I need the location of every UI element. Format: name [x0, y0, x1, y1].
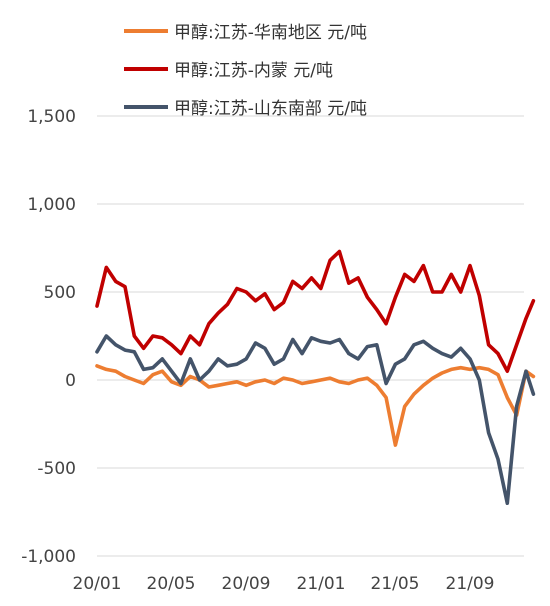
- xtick-label-21-01: 21/01: [297, 574, 346, 594]
- ytick-label-neg500: -500: [37, 459, 76, 479]
- xtick-label-21-05: 21/05: [371, 574, 420, 594]
- series-line-jiangsu-neimeng: [95, 249, 536, 373]
- series-line-jiangsu-huanan: [95, 364, 536, 447]
- xtick-label-21-09: 21/09: [446, 574, 495, 594]
- ytick-label-neg1000: -1,000: [21, 547, 76, 567]
- legend-item-jiangsu-shandong: 甲醇:江苏-山东南部 元/吨: [124, 99, 367, 119]
- ytick-label-1000: 1,000: [27, 195, 76, 215]
- plot-area: [95, 249, 536, 505]
- legend-label-jiangsu-huanan: 甲醇:江苏-华南地区 元/吨: [174, 23, 367, 43]
- legend: 甲醇:江苏-华南地区 元/吨 甲醇:江苏-内蒙 元/吨 甲醇:江苏-山东南部 元…: [124, 23, 367, 119]
- xtick-label-20-05: 20/05: [147, 574, 196, 594]
- y-axis: 1,500 1,000 500 0 -500 -1,000: [21, 107, 524, 567]
- ytick-label-500: 500: [44, 283, 76, 303]
- series-line-jiangsu-shandong: [95, 334, 536, 505]
- legend-item-jiangsu-neimeng: 甲醇:江苏-内蒙 元/吨: [124, 61, 333, 81]
- legend-label-jiangsu-neimeng: 甲醇:江苏-内蒙 元/吨: [174, 61, 333, 81]
- ytick-label-1500: 1,500: [27, 107, 76, 127]
- xtick-label-20-09: 20/09: [222, 574, 271, 594]
- xtick-label-20-01: 20/01: [73, 574, 122, 594]
- ytick-label-0: 0: [65, 371, 76, 391]
- legend-label-jiangsu-shandong: 甲醇:江苏-山东南部 元/吨: [174, 99, 367, 119]
- x-axis: 20/01 20/05 20/09 21/01 21/05 21/09: [73, 574, 495, 594]
- legend-item-jiangsu-huanan: 甲醇:江苏-华南地区 元/吨: [124, 23, 367, 43]
